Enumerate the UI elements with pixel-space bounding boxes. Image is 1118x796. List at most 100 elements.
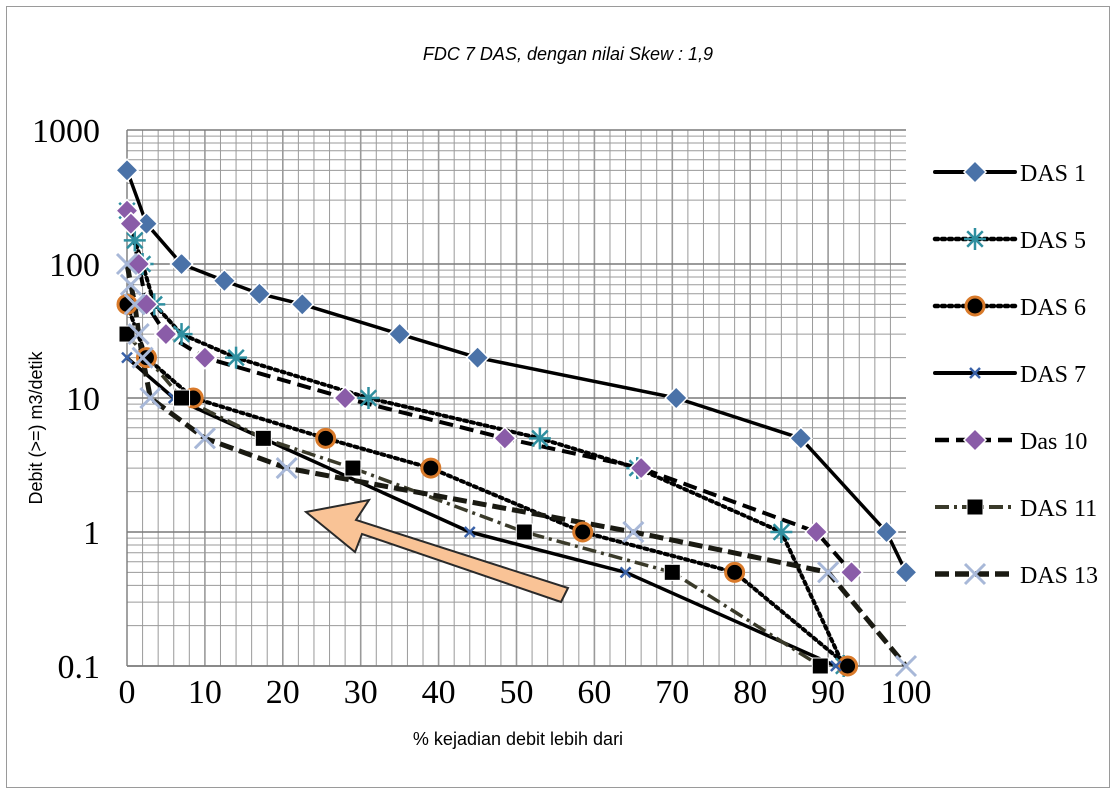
legend-item-4: DAS 7 bbox=[933, 362, 1086, 388]
x-tick-label: 10 bbox=[188, 674, 222, 711]
chart-title: FDC 7 DAS, dengan nilai Skew : 1,9 bbox=[423, 44, 713, 64]
series-markers-6 bbox=[118, 325, 829, 675]
data-point bbox=[528, 427, 551, 450]
data-point bbox=[492, 426, 517, 451]
data-point bbox=[173, 389, 191, 407]
legend-item-7: DAS 13 bbox=[935, 562, 1098, 589]
annotation-arrow bbox=[303, 498, 570, 604]
data-point bbox=[804, 519, 829, 545]
legend-label: DAS 7 bbox=[1020, 362, 1086, 388]
x-tick-label: 80 bbox=[733, 674, 767, 711]
legend-label: DAS 11 bbox=[1020, 496, 1097, 522]
data-point bbox=[788, 426, 813, 451]
data-point bbox=[121, 351, 133, 364]
data-point bbox=[463, 526, 476, 538]
data-point bbox=[420, 457, 442, 479]
data-point bbox=[837, 655, 859, 677]
y-tick-label: 1000 bbox=[32, 113, 100, 150]
data-point bbox=[465, 345, 490, 370]
legend-item-1: DAS 1 bbox=[933, 159, 1086, 187]
x-tick-label: 40 bbox=[422, 674, 456, 711]
data-point bbox=[333, 385, 358, 411]
data-point bbox=[893, 560, 919, 585]
legend-label: DAS 1 bbox=[1020, 161, 1086, 187]
legend-item-2: DAS 5 bbox=[932, 228, 1086, 254]
legend-item-5: Das 10 bbox=[935, 427, 1087, 455]
legend-label: DAS 6 bbox=[1020, 295, 1086, 321]
data-point bbox=[127, 323, 150, 346]
data-point bbox=[830, 660, 842, 672]
series-markers-7 bbox=[115, 252, 918, 678]
legend: DAS 1 DAS 5 DAS 6 DAS 7 Das 10 DAS 11 DAS 13 bbox=[932, 159, 1098, 589]
data-point bbox=[275, 457, 298, 480]
x-tick-label: 30 bbox=[344, 674, 378, 711]
series-line-1 bbox=[125, 168, 908, 575]
data-point bbox=[123, 229, 146, 252]
data-point bbox=[515, 523, 533, 541]
data-point bbox=[874, 519, 899, 545]
data-point bbox=[131, 346, 154, 369]
series-markers bbox=[114, 158, 919, 678]
legend-swatch-marker bbox=[962, 159, 988, 185]
legend-swatch-marker bbox=[963, 562, 987, 586]
data-point bbox=[387, 322, 412, 347]
data-point bbox=[894, 654, 918, 678]
y-tick-label: 10 bbox=[66, 381, 100, 418]
data-point bbox=[817, 561, 840, 584]
data-point bbox=[119, 273, 142, 296]
data-point bbox=[572, 521, 594, 543]
x-axis-label: % kejadian debit lebih dari bbox=[413, 729, 623, 749]
data-point bbox=[664, 385, 689, 411]
data-point bbox=[139, 386, 162, 410]
data-point bbox=[115, 252, 139, 276]
data-point bbox=[118, 325, 136, 343]
data-point bbox=[170, 323, 193, 346]
data-point bbox=[663, 563, 681, 581]
data-point bbox=[290, 292, 315, 317]
data-point bbox=[123, 293, 146, 316]
data-point bbox=[169, 251, 194, 277]
data-point bbox=[619, 566, 632, 579]
x-tick-label: 100 bbox=[881, 674, 932, 711]
legend-swatch-marker bbox=[966, 498, 984, 516]
legend-swatch-marker bbox=[964, 295, 986, 317]
x-tick-label: 90 bbox=[811, 674, 845, 711]
data-point bbox=[622, 520, 645, 544]
y-tick-label: 0.1 bbox=[58, 649, 101, 686]
data-point bbox=[357, 387, 380, 409]
legend-label: DAS 5 bbox=[1020, 228, 1086, 254]
data-point bbox=[770, 521, 793, 543]
data-point bbox=[839, 560, 864, 585]
legend-item-6: DAS 11 bbox=[935, 496, 1097, 522]
data-point bbox=[629, 456, 654, 481]
data-point bbox=[315, 427, 337, 449]
legend-item-3: DAS 6 bbox=[932, 295, 1086, 321]
x-tick-label: 0 bbox=[119, 674, 136, 711]
data-point bbox=[225, 346, 248, 369]
series-line-7 bbox=[124, 263, 908, 668]
data-point bbox=[811, 657, 829, 675]
legend-swatch-marker bbox=[969, 367, 981, 379]
x-tick-label: 60 bbox=[577, 674, 611, 711]
data-point bbox=[192, 345, 217, 370]
x-tick-label: 20 bbox=[266, 674, 300, 711]
data-point bbox=[724, 561, 746, 583]
legend-swatch-marker bbox=[964, 228, 986, 250]
data-point bbox=[135, 347, 157, 369]
legend-label: DAS 13 bbox=[1020, 563, 1098, 589]
y-tick-label: 1 bbox=[83, 515, 100, 552]
data-point bbox=[114, 158, 140, 183]
legend-swatch-marker bbox=[962, 427, 988, 453]
y-tick-label: 100 bbox=[49, 247, 100, 284]
y-tick-labels: 0.1 1 10 100 1000 bbox=[32, 113, 100, 686]
data-point bbox=[344, 459, 362, 477]
data-point bbox=[247, 281, 272, 306]
data-point bbox=[118, 211, 143, 236]
data-point bbox=[153, 322, 179, 347]
legend-label: Das 10 bbox=[1020, 429, 1087, 455]
x-tick-label: 70 bbox=[655, 674, 689, 711]
data-point bbox=[193, 427, 216, 450]
x-tick-labels: 0 10 20 30 40 50 60 70 80 90 100 bbox=[119, 674, 932, 711]
data-point bbox=[212, 268, 237, 293]
